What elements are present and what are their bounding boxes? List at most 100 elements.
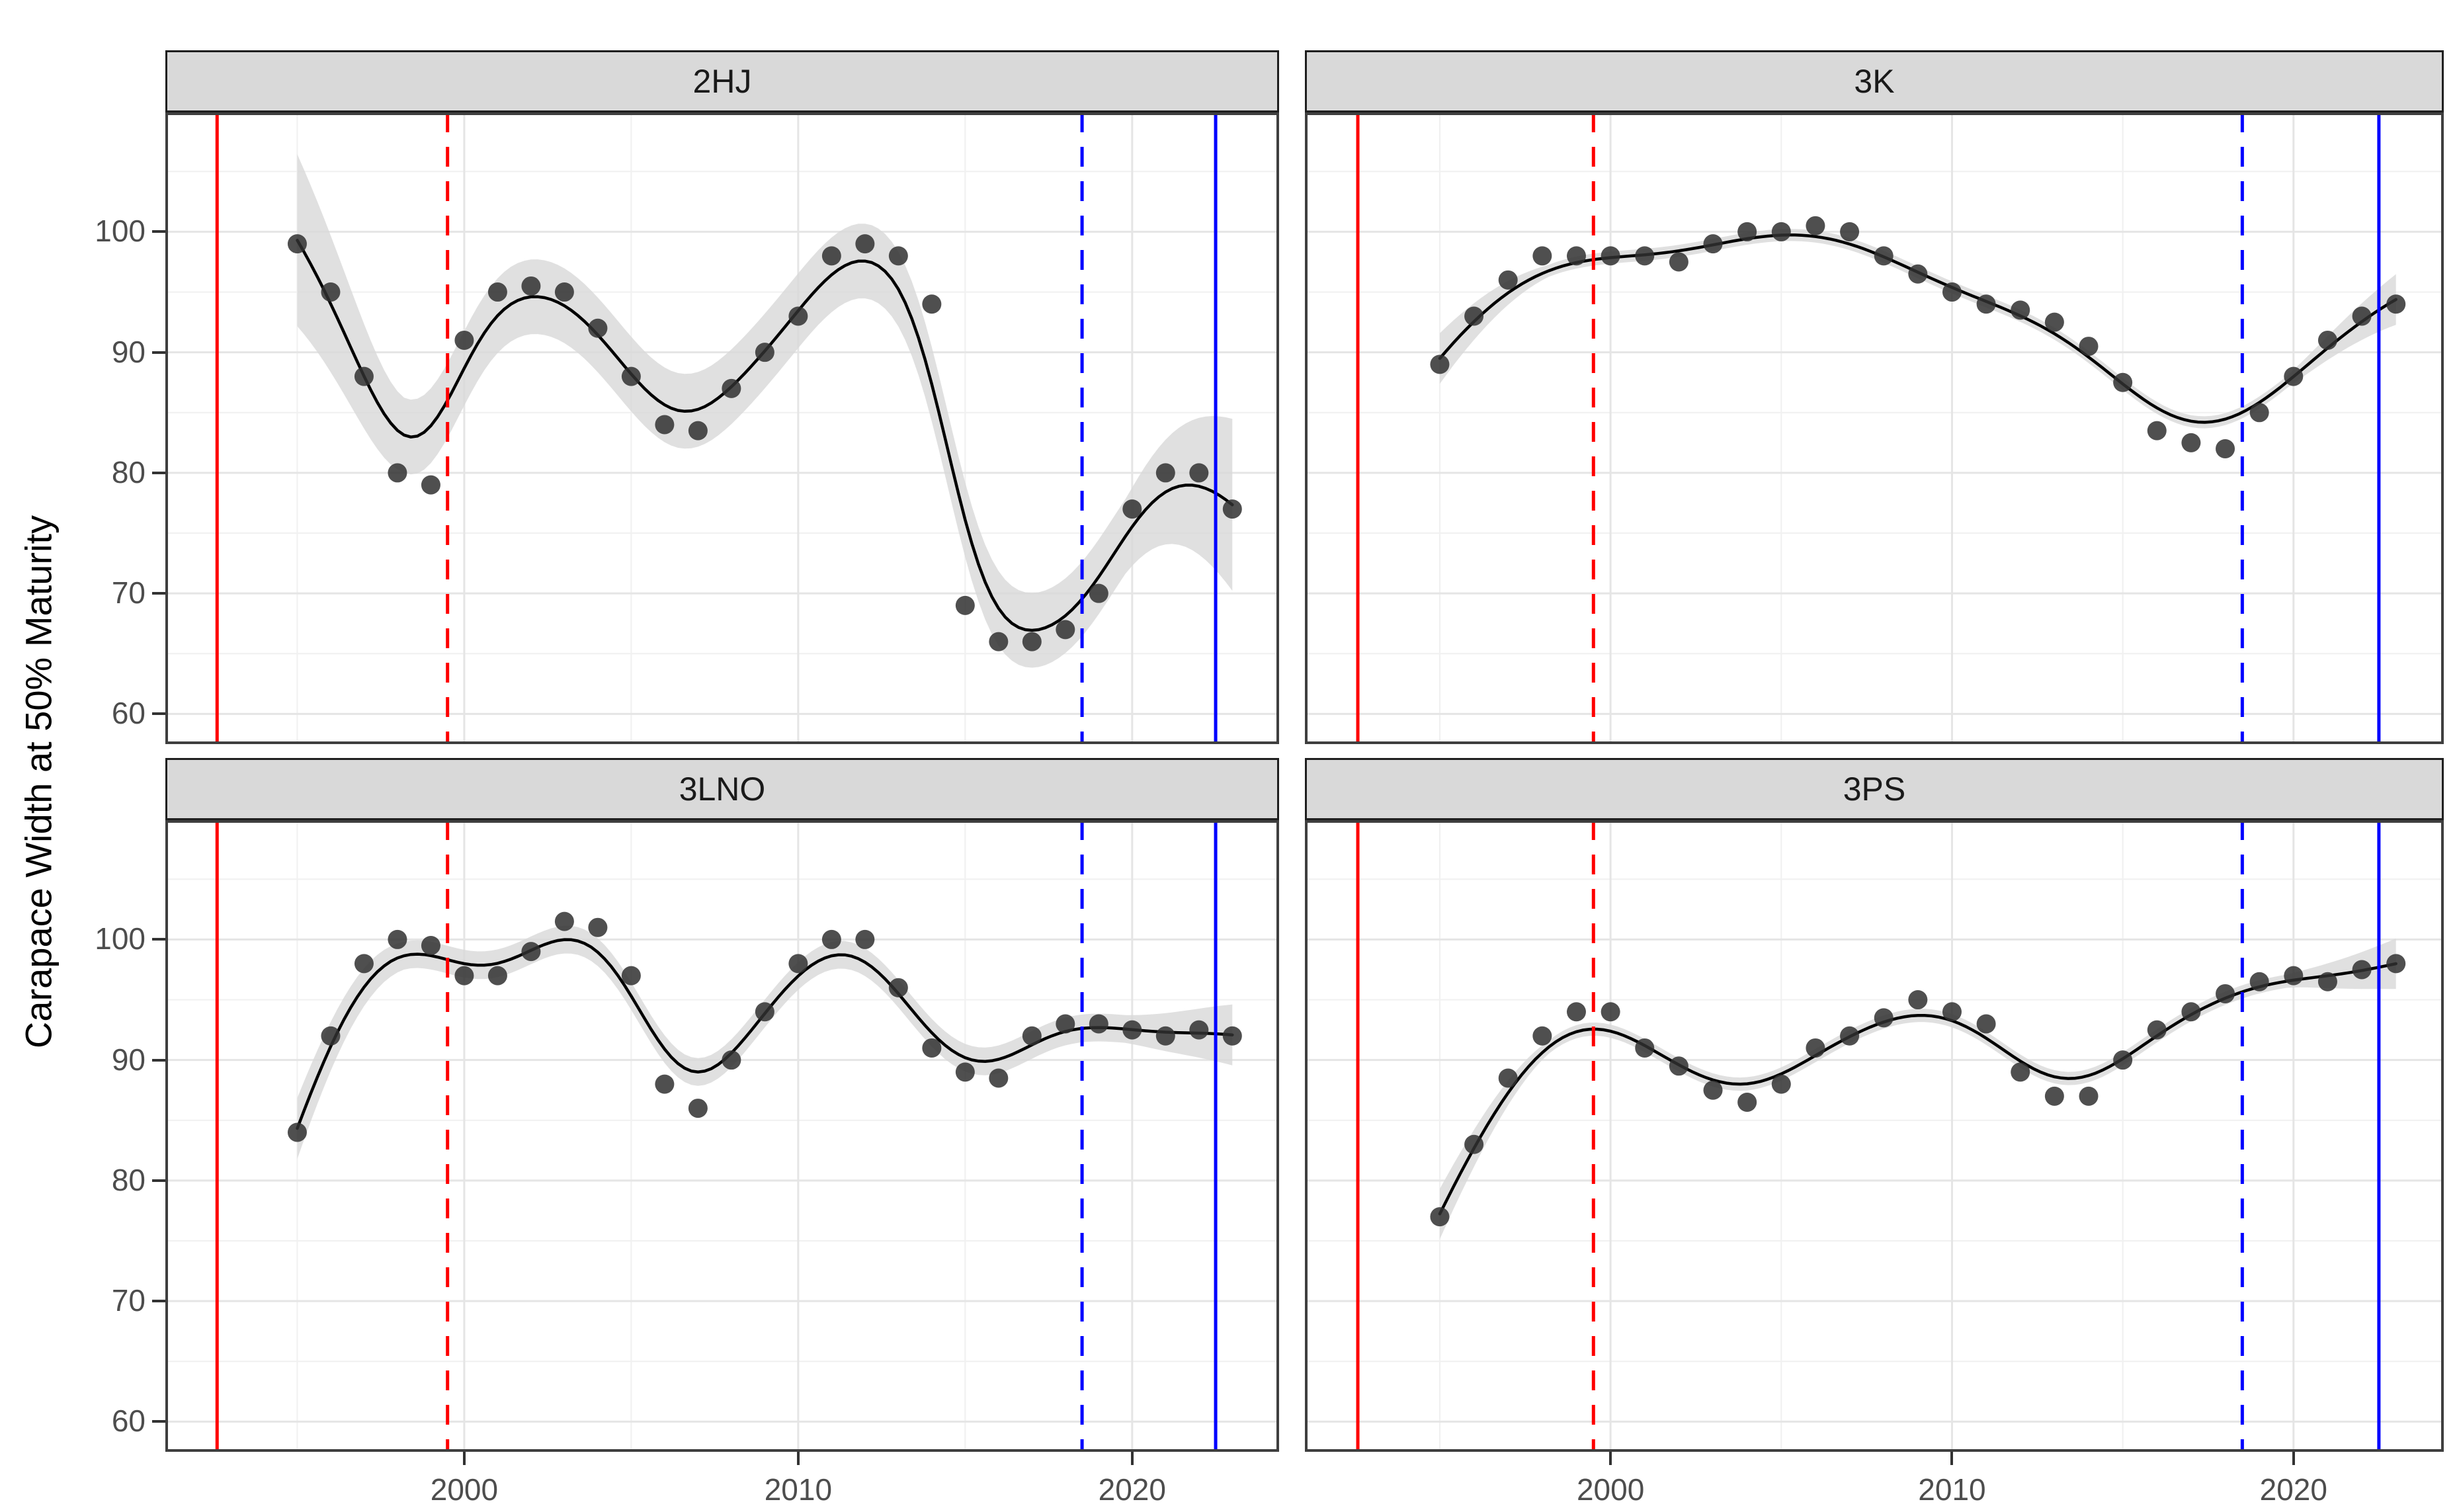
facet-strip-label: 3LNO [679,771,766,808]
data-point [755,1002,774,1022]
facet-panel-3k [1305,112,2444,744]
data-point [1566,1002,1586,1022]
data-point [454,330,474,350]
data-point [655,1074,675,1094]
data-point [2011,300,2030,320]
facet-strip-label: 2HJ [692,63,752,100]
data-point [2386,294,2406,314]
data-point [655,415,675,435]
data-point [1155,1026,1175,1046]
data-point [1976,1014,1996,1034]
data-point [2284,366,2304,386]
y-tick-mark [152,1420,165,1423]
facet-strip-2hj: 2HJ [165,50,1279,112]
data-point [888,246,908,266]
data-point [487,966,507,986]
data-point [821,246,841,266]
data-point [955,595,975,615]
data-point [1874,246,1894,266]
data-point [1498,270,1518,290]
data-point [1840,1026,1860,1046]
y-tick-mark [152,351,165,354]
data-point [1908,264,1928,284]
data-point [1942,282,1962,302]
data-point [1532,246,1552,266]
data-point [1908,990,1928,1010]
y-tick-label: 70 [111,1283,146,1318]
panel-border [1305,820,2444,1452]
data-point [688,421,708,441]
y-tick-mark [152,712,165,716]
data-point [521,276,541,296]
y-tick-label: 90 [111,1042,146,1077]
panel-border [165,820,1279,1452]
data-point [1635,1038,1655,1058]
data-point [554,911,574,931]
data-point [454,966,474,986]
data-point [2181,433,2201,452]
facet-panel-3lno [165,820,1279,1452]
data-point [2147,1020,2167,1040]
data-point [2113,372,2133,392]
data-point [1601,1002,1620,1022]
y-tick-mark [152,1300,165,1303]
confidence-ribbon [297,925,1233,1159]
data-point [1056,620,1075,640]
data-point [2249,403,2269,423]
data-point [1464,1134,1484,1154]
data-point [1942,1002,1962,1022]
y-tick-mark [152,1179,165,1182]
data-point [855,929,875,949]
data-point [1806,1038,1825,1058]
x-tick-mark [2292,1452,2295,1465]
data-point [722,378,741,398]
data-point [1222,1026,1242,1046]
x-tick-label: 2020 [2259,1472,2327,1507]
facet-strip-label: 3K [1854,63,1895,100]
data-point [2352,960,2372,980]
data-point [1022,632,1042,651]
x-tick-mark [796,1452,800,1465]
data-point [922,1038,942,1058]
y-tick-label: 60 [111,696,146,731]
data-point [922,294,942,314]
data-point [1874,1008,1894,1028]
x-tick-mark [462,1452,466,1465]
y-tick-mark [152,938,165,941]
data-point [2216,439,2235,458]
facet-strip-label: 3PS [1843,771,1906,808]
data-point [1771,1074,1791,1094]
y-tick-mark [152,471,165,474]
data-point [521,942,541,962]
y-tick-label: 80 [111,454,146,489]
y-tick-label: 100 [95,921,146,956]
facet-strip-3ps: 3PS [1305,758,2444,820]
data-point [888,978,908,997]
data-point [788,306,808,326]
data-point [1669,1056,1688,1076]
x-tick-label: 2010 [764,1472,833,1507]
data-point [2386,954,2406,974]
data-point [1669,252,1688,272]
y-tick-mark [152,592,165,595]
data-point [2216,984,2235,1003]
data-point [2079,337,2099,357]
data-point [2352,306,2372,326]
data-point [855,234,875,254]
data-point [1840,222,1860,241]
data-point [1122,499,1142,519]
data-point [1122,1020,1142,1040]
data-point [354,366,374,386]
data-point [1703,234,1723,254]
panel-border [165,112,1279,744]
data-point [421,475,440,495]
y-tick-label: 70 [111,575,146,610]
data-point [287,234,307,254]
x-tick-label: 2020 [1098,1472,1166,1507]
data-point [1806,216,1825,235]
data-point [1976,294,1996,314]
data-point [321,1026,341,1046]
data-point [1498,1068,1518,1088]
data-point [287,1122,307,1142]
